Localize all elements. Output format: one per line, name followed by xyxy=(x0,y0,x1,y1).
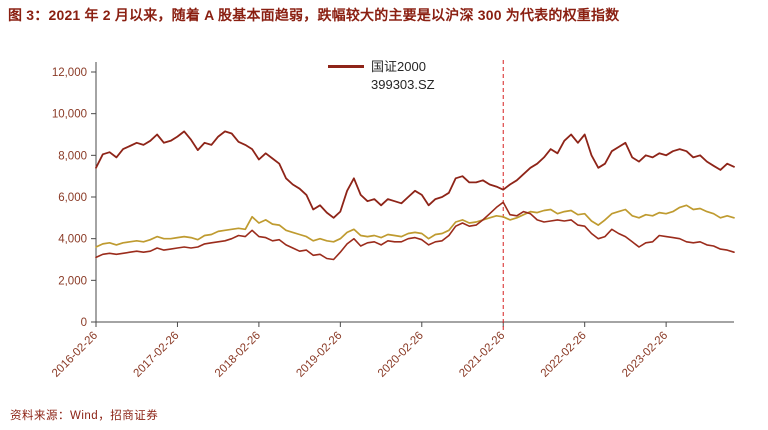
x-tick-label: 2020-02-26 xyxy=(376,330,426,380)
y-tick-label: 6,000 xyxy=(58,192,87,204)
series-line-0 xyxy=(95,130,735,219)
series-line-2 xyxy=(95,201,735,261)
y-tick-label: 2,000 xyxy=(58,275,87,287)
y-tick-label: 0 xyxy=(81,317,87,329)
legend: 国证2000 399303.SZ xyxy=(328,58,435,93)
x-tick-label: 2018-02-26 xyxy=(213,330,263,380)
x-tick-label: 2023-02-26 xyxy=(620,330,670,380)
page-title: 图 3：2021 年 2 月以来，随着 A 股基本面趋弱，跌幅较大的主要是以沪深… xyxy=(8,7,620,23)
y-axis: 0 2,000 4,000 6,000 8,000 10,000 12,000 xyxy=(52,62,97,329)
legend-series-code: 399303.SZ xyxy=(371,76,435,92)
source-note: 资料来源：Wind，招商证券 xyxy=(10,410,159,422)
y-tick-label: 10,000 xyxy=(52,109,87,121)
y-tick-label: 12,000 xyxy=(52,67,87,79)
legend-line-swatch xyxy=(328,65,364,68)
legend-texts: 国证2000 399303.SZ xyxy=(371,58,435,93)
y-tick-label: 4,000 xyxy=(58,234,87,246)
chart-area: 0 2,000 4,000 6,000 8,000 10,000 12,000 2016-02… xyxy=(0,48,768,400)
y-tick-label: 8,000 xyxy=(58,150,87,162)
series-line-1 xyxy=(95,204,735,248)
x-tick-label: 2021-02-26 xyxy=(457,330,507,380)
x-tick-label: 2019-02-26 xyxy=(294,330,344,380)
series-lines xyxy=(95,130,735,261)
chart-svg: 0 2,000 4,000 6,000 8,000 10,000 12,000 2016-02… xyxy=(50,60,735,380)
x-axis: 2016-02-26 2017-02-26 2018-02-26 2019-02-26… xyxy=(50,321,734,380)
x-tick-label: 2022-02-26 xyxy=(539,330,589,380)
legend-series-name: 国证2000 xyxy=(371,59,426,74)
x-tick-label: 2016-02-26 xyxy=(50,330,100,380)
x-tick-label: 2017-02-26 xyxy=(131,330,181,380)
